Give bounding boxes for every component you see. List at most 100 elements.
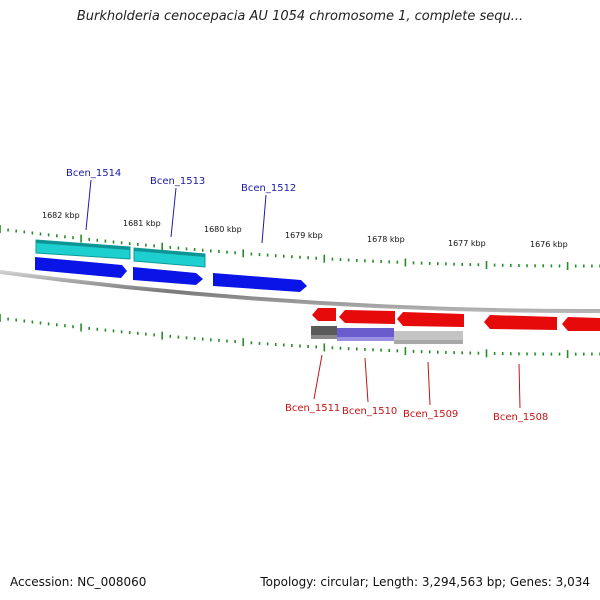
minor-tick xyxy=(364,347,366,351)
gene-arrow-bcen-1513[interactable] xyxy=(133,267,203,285)
gene-arrow-bcen-1512[interactable] xyxy=(213,273,307,292)
minor-tick xyxy=(56,323,58,327)
minor-tick xyxy=(226,339,228,343)
minor-tick xyxy=(461,262,463,266)
major-tick xyxy=(323,254,326,263)
minor-tick xyxy=(210,249,212,253)
minor-tick xyxy=(185,247,188,251)
minor-tick xyxy=(64,324,66,328)
minor-tick xyxy=(96,238,99,242)
minor-tick xyxy=(283,343,285,347)
minor-tick xyxy=(347,347,350,351)
scale-label: 1676 kbp xyxy=(530,240,568,249)
minor-tick xyxy=(47,322,50,326)
minor-tick xyxy=(31,231,34,235)
minor-tick xyxy=(15,229,17,233)
gene-arrow-bcen-1508[interactable] xyxy=(484,315,557,330)
minor-tick xyxy=(120,330,123,334)
minor-tick xyxy=(477,263,480,267)
gene-arrow-offscreen[interactable] xyxy=(562,317,600,331)
minor-tick xyxy=(445,350,447,354)
minor-tick xyxy=(428,350,431,354)
label-leader-line xyxy=(85,179,92,231)
minor-tick xyxy=(396,349,399,353)
minor-tick xyxy=(283,254,285,258)
minor-tick xyxy=(356,347,358,351)
minor-tick xyxy=(412,349,415,353)
minor-tick xyxy=(356,258,358,262)
gene-arrow-bcen-1510[interactable] xyxy=(339,310,395,324)
minor-tick xyxy=(534,352,536,356)
minor-tick xyxy=(7,228,9,232)
scale-label: 1679 kbp xyxy=(285,231,323,240)
gene-label-bcen-1514[interactable]: Bcen_1514 xyxy=(66,168,121,179)
label-leader-line xyxy=(170,187,177,238)
major-tick xyxy=(80,234,82,243)
minor-tick xyxy=(250,341,253,345)
minor-tick xyxy=(477,351,480,355)
minor-tick xyxy=(412,261,415,265)
minor-tick xyxy=(469,263,472,267)
minor-tick xyxy=(218,338,220,342)
gene-label-bcen-1512[interactable]: Bcen_1512 xyxy=(241,183,296,194)
minor-tick xyxy=(72,236,74,240)
minor-tick xyxy=(493,352,496,355)
scale-label: 1682 kbp xyxy=(42,211,80,220)
chromosome-backbone xyxy=(0,270,600,314)
minor-tick xyxy=(526,352,528,356)
minor-tick xyxy=(453,262,455,266)
minor-tick xyxy=(372,348,374,352)
gene-arrow-bcen-1511[interactable] xyxy=(312,308,336,321)
cds-feature-shade xyxy=(134,248,205,257)
scale-label: 1678 kbp xyxy=(367,235,405,244)
gene-label-bcen-1510[interactable]: Bcen_1510 xyxy=(342,406,397,417)
minor-tick xyxy=(380,348,382,352)
gene-arrow-bcen-1514[interactable] xyxy=(35,257,127,278)
minor-tick xyxy=(542,352,544,356)
minor-tick xyxy=(339,258,342,262)
gene-label-bcen-1511[interactable]: Bcen_1511 xyxy=(285,403,340,414)
minor-tick xyxy=(266,342,269,346)
minor-tick xyxy=(331,257,334,261)
minor-tick xyxy=(420,261,423,265)
gene-arrow-bcen-1509[interactable] xyxy=(397,312,464,327)
minor-tick xyxy=(453,351,455,355)
minor-tick xyxy=(56,234,58,238)
gene-label-bcen-1509[interactable]: Bcen_1509 xyxy=(403,409,458,420)
minor-tick xyxy=(104,328,107,332)
minor-tick xyxy=(510,352,512,356)
major-tick xyxy=(242,249,244,258)
major-tick xyxy=(0,314,1,322)
minor-tick xyxy=(39,321,42,325)
minor-tick xyxy=(428,261,431,265)
minor-tick xyxy=(31,320,34,324)
minor-tick xyxy=(299,344,301,348)
gene-label-bcen-1508[interactable]: Bcen_1508 xyxy=(493,412,548,423)
minor-tick xyxy=(437,262,439,266)
gene-label-bcen-1513[interactable]: Bcen_1513 xyxy=(150,176,205,187)
minor-tick xyxy=(137,242,139,246)
major-tick xyxy=(161,331,163,340)
minor-tick xyxy=(112,329,115,333)
minor-tick xyxy=(88,326,90,330)
minor-tick xyxy=(266,253,269,257)
minor-tick xyxy=(469,351,472,355)
minor-tick xyxy=(591,352,593,356)
minor-tick xyxy=(526,264,528,268)
topology-summary: Topology: circular; Length: 3,294,563 bp… xyxy=(260,575,590,589)
minor-tick xyxy=(177,246,180,250)
minor-tick xyxy=(112,240,115,244)
minor-tick xyxy=(501,263,504,267)
minor-tick xyxy=(120,241,123,245)
label-leader-line xyxy=(364,357,369,403)
minor-tick xyxy=(461,351,463,355)
minor-tick xyxy=(39,232,42,236)
minor-tick xyxy=(201,337,204,341)
minor-tick xyxy=(234,251,236,255)
minor-tick xyxy=(493,263,496,267)
minor-tick xyxy=(96,327,99,331)
minor-tick xyxy=(104,239,107,243)
minor-tick xyxy=(550,264,553,268)
major-tick xyxy=(242,338,244,347)
